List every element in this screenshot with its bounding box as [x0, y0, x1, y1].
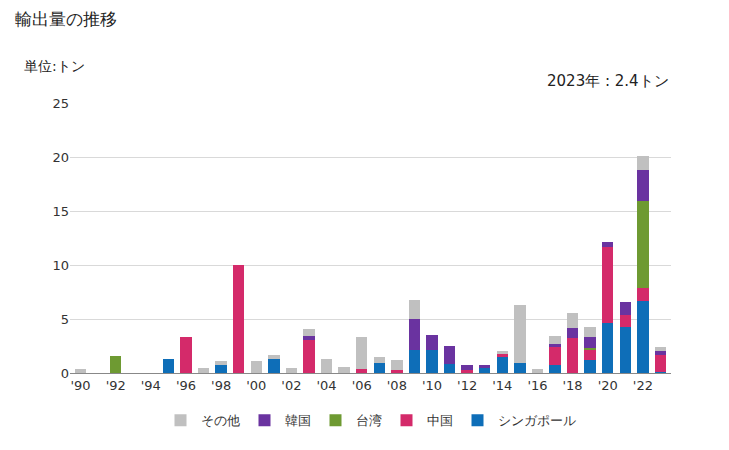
svg-text:'14: '14 [492, 378, 512, 393]
svg-text:その他: その他 [201, 413, 240, 428]
svg-text:韓国: 韓国 [285, 413, 311, 428]
svg-text:輸出量の推移: 輸出量の推移 [15, 9, 117, 29]
svg-text:'94: '94 [141, 378, 161, 393]
svg-text:中国: 中国 [427, 413, 453, 428]
svg-text:'98: '98 [211, 378, 231, 393]
svg-text:'20: '20 [598, 378, 618, 393]
svg-text:5: 5 [61, 312, 69, 327]
svg-text:0: 0 [61, 366, 69, 381]
svg-text:'90: '90 [70, 378, 90, 393]
svg-text:台湾: 台湾 [356, 413, 382, 428]
svg-text:シンガポール: シンガポール [498, 413, 576, 428]
svg-text:'22: '22 [633, 378, 653, 393]
svg-text:20: 20 [52, 150, 69, 165]
svg-text:2023年 : 2.4トン: 2023年 : 2.4トン [547, 72, 669, 90]
svg-text:'96: '96 [176, 378, 196, 393]
svg-text:'10: '10 [422, 378, 442, 393]
svg-text:'92: '92 [106, 378, 126, 393]
svg-text:'08: '08 [387, 378, 407, 393]
svg-text:'02: '02 [281, 378, 301, 393]
svg-text:'04: '04 [317, 378, 337, 393]
svg-text:'12: '12 [457, 378, 477, 393]
svg-text:'16: '16 [527, 378, 547, 393]
svg-text:25: 25 [52, 96, 69, 111]
svg-text:'06: '06 [352, 378, 372, 393]
svg-text:'00: '00 [246, 378, 266, 393]
svg-text:10: 10 [52, 258, 69, 273]
svg-text:15: 15 [52, 204, 69, 219]
svg-text:単位:トン: 単位:トン [24, 58, 85, 74]
svg-text:'18: '18 [563, 378, 583, 393]
